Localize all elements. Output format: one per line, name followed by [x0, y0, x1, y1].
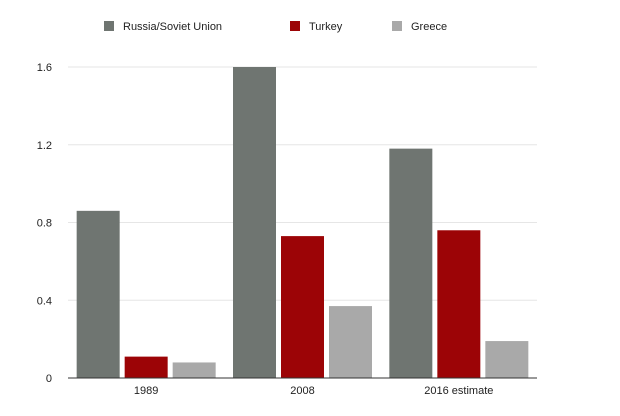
x-axis-ticks: 1989 2008 2016 estimate — [134, 385, 493, 397]
bars — [76, 67, 529, 378]
bar-russia-soviet-union-2016-estimate — [389, 148, 433, 378]
y-tick-label: 0 — [46, 373, 52, 385]
bar-turkey-1989 — [124, 356, 168, 378]
bar-greece-1989 — [172, 362, 216, 378]
legend-item: Greece — [392, 21, 447, 33]
legend-label: Turkey — [309, 21, 343, 33]
bar-turkey-2016-estimate — [437, 230, 481, 378]
legend-item: Russia/Soviet Union — [104, 21, 222, 33]
bar-turkey-2008 — [281, 236, 324, 378]
x-tick-label: 1989 — [134, 385, 158, 397]
x-tick-label: 2008 — [290, 385, 314, 397]
bar-russia-soviet-union-1989 — [76, 210, 120, 378]
legend: Russia/Soviet Union Turkey Greece — [104, 21, 447, 33]
legend-label: Russia/Soviet Union — [123, 21, 222, 33]
legend-swatch — [104, 21, 114, 31]
legend-item: Turkey — [290, 21, 343, 33]
legend-swatch — [392, 21, 402, 31]
bar-greece-2016-estimate — [485, 341, 529, 378]
y-tick-label: 1.2 — [37, 140, 52, 152]
y-tick-label: 0.4 — [37, 295, 52, 307]
bar-russia-soviet-union-2008 — [233, 67, 276, 378]
x-tick-label: 2016 estimate — [424, 385, 493, 397]
y-axis-ticks: 0 0.4 0.8 1.2 1.6 — [37, 62, 52, 385]
bar-greece-2008 — [329, 306, 372, 378]
legend-label: Greece — [411, 21, 447, 33]
legend-swatch — [290, 21, 300, 31]
y-tick-label: 0.8 — [37, 218, 52, 230]
y-tick-label: 1.6 — [37, 62, 52, 74]
